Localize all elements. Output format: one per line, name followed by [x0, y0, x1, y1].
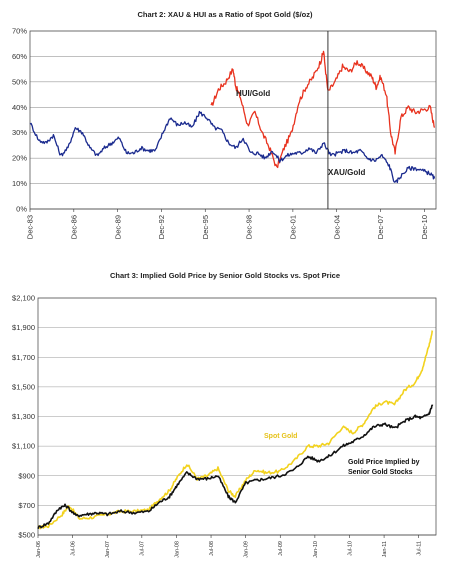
y-tick-label: $900	[18, 471, 35, 480]
x-tick-label: Jul-11	[417, 541, 423, 556]
x-tick-label: Jan-06	[36, 541, 42, 558]
series-line-1	[29, 110, 436, 184]
y-tick-label: 50%	[12, 77, 27, 86]
spot-gold-annotation: Spot Gold	[264, 433, 297, 440]
y-tick-label: 40%	[12, 103, 27, 112]
x-tick-label: Jan-09	[244, 541, 250, 558]
y-tick-label: 70%	[12, 27, 27, 36]
y-tick-label: 30%	[12, 128, 27, 137]
x-tick-label: Jan-11	[382, 541, 388, 557]
y-tick-label: $1,300	[12, 412, 35, 421]
x-tick-label: Jul-08	[209, 541, 215, 556]
x-tick-label: Jul-10	[347, 541, 353, 556]
chart2-svg: 0% 10% 20% 30% 40% 50% 60% 70% Dec-83 Dec-86 Dec-8…	[12, 27, 437, 239]
y-tick-label: 10%	[12, 179, 27, 188]
x-tick-label: Dec-04	[332, 215, 341, 239]
series-line-1	[37, 404, 434, 529]
chart3-title: Chart 3: Implied Gold Price by Senior Go…	[109, 271, 341, 280]
plot-frame	[37, 297, 437, 536]
y-tick-label: 0%	[16, 205, 27, 214]
x-tick-label: Jan-08	[174, 541, 180, 558]
y-tick-label: $1,700	[12, 353, 35, 362]
implied-gold-annotation-2: Senior Gold Stocks	[348, 469, 413, 476]
x-tick-label: Dec-01	[289, 215, 298, 239]
x-tick-label: Jul-09	[278, 541, 284, 556]
x-tick-label: Dec-98	[245, 215, 254, 239]
series-line-0	[210, 50, 436, 169]
y-tick-label: $1,100	[12, 442, 35, 451]
x-tick-label: Dec-95	[201, 215, 210, 239]
x-tick-label: Dec-10	[420, 215, 429, 239]
y-tick-label: $500	[18, 531, 35, 540]
x-tick-label: Jan-07	[105, 541, 111, 558]
y-tick-label: $700	[18, 501, 35, 510]
x-tick-label: Dec-86	[69, 215, 78, 239]
y-tick-label: $2,100	[12, 294, 35, 303]
series-line-0	[37, 330, 434, 530]
y-tick-label: 20%	[12, 154, 27, 163]
x-tick-label: Dec-07	[376, 215, 385, 239]
x-tick-label: Jan-10	[313, 541, 319, 558]
y-tick-label: 60%	[12, 52, 27, 61]
xau-gold-annotation: XAU/Gold	[328, 168, 365, 177]
hui-gold-annotation: HUI/Gold	[236, 89, 270, 98]
chart2-title: Chart 2: XAU & HUI as a Ratio of Spot Go…	[137, 10, 313, 19]
x-tick-label: Jul-07	[140, 541, 146, 556]
y-tick-label: $1,500	[12, 382, 35, 391]
y-tick-label: $1,900	[12, 323, 35, 332]
x-tick-label: Dec-83	[26, 215, 35, 239]
x-tick-label: Jul-06	[71, 541, 77, 556]
x-tick-label: Dec-89	[113, 215, 122, 239]
implied-gold-annotation-1: Gold Price Implied by	[348, 459, 420, 466]
x-tick-label: Dec-92	[157, 215, 166, 239]
plot-frame	[29, 30, 437, 210]
